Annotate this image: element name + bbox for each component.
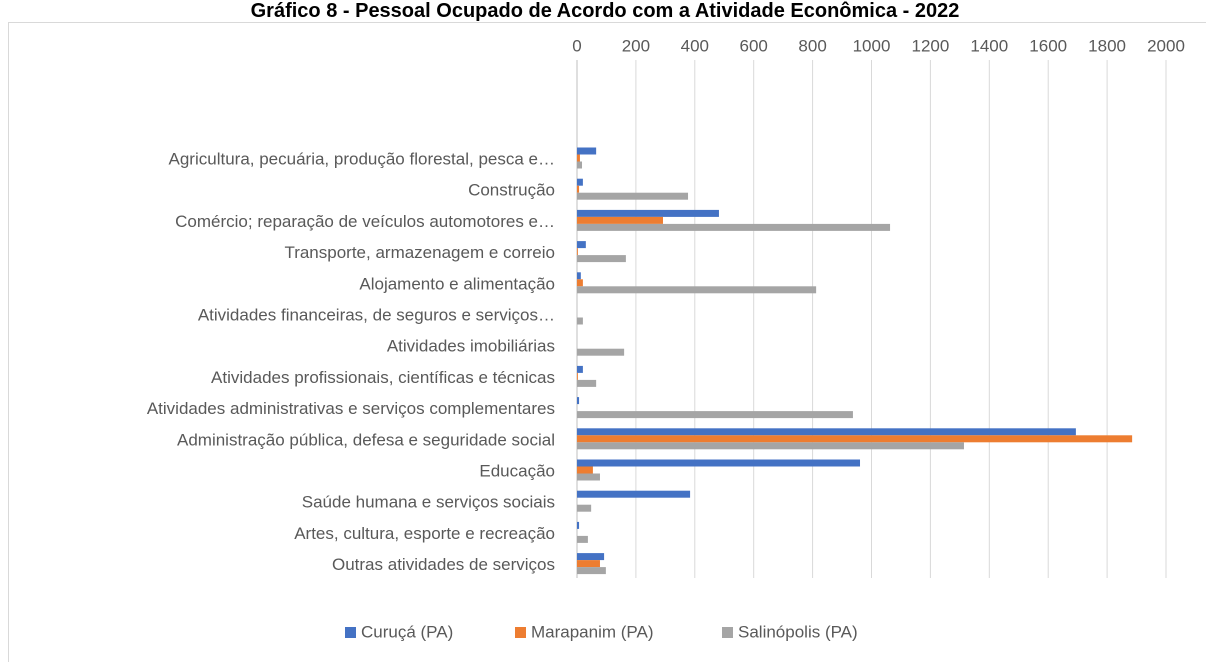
x-tick-label: 1800 bbox=[1088, 36, 1126, 55]
bar bbox=[577, 459, 861, 467]
bar bbox=[577, 466, 593, 474]
legend-label: Marapanim (PA) bbox=[531, 622, 654, 641]
bar bbox=[577, 560, 600, 568]
bar bbox=[577, 209, 719, 217]
x-tick-label: 1600 bbox=[1029, 36, 1067, 55]
y-tick-label: Atividades imobiliárias bbox=[387, 337, 555, 356]
y-tick-label: Educação bbox=[479, 461, 555, 480]
bar bbox=[577, 504, 592, 512]
bar bbox=[577, 442, 964, 450]
legend-label: Curuçá (PA) bbox=[361, 622, 453, 641]
x-tick-label: 0 bbox=[572, 36, 581, 55]
bar bbox=[577, 279, 583, 287]
bar bbox=[577, 241, 586, 249]
y-tick-label: Outras atividades de serviços bbox=[332, 555, 555, 574]
bar bbox=[577, 216, 663, 224]
legend-swatch bbox=[515, 627, 526, 638]
y-tick-label: Comércio; reparação de veículos automoto… bbox=[175, 212, 555, 231]
bar bbox=[577, 223, 891, 231]
bar bbox=[577, 185, 580, 193]
bar bbox=[577, 154, 580, 162]
y-tick-label: Transporte, armazenagem e correio bbox=[284, 243, 555, 262]
x-tick-label: 1400 bbox=[970, 36, 1008, 55]
y-tick-label: Atividades administrativas e serviços co… bbox=[147, 399, 555, 418]
y-tick-label: Artes, cultura, esporte e recreação bbox=[294, 524, 555, 543]
y-tick-label: Atividades profissionais, científicas e … bbox=[211, 368, 555, 387]
bar bbox=[577, 317, 583, 325]
y-tick-label: Alojamento e alimentação bbox=[359, 274, 555, 293]
y-tick-label: Atividades financeiras, de seguros e ser… bbox=[198, 305, 555, 324]
bar bbox=[577, 521, 580, 529]
bar bbox=[577, 567, 606, 575]
bar bbox=[577, 161, 583, 169]
bar bbox=[577, 428, 1076, 436]
x-tick-label: 800 bbox=[798, 36, 826, 55]
bar bbox=[577, 192, 689, 200]
chart-title: Gráfico 8 - Pessoal Ocupado de Acordo co… bbox=[251, 0, 960, 22]
bar bbox=[577, 248, 578, 256]
bar bbox=[577, 535, 588, 543]
x-tick-label: 200 bbox=[622, 36, 650, 55]
bar bbox=[577, 397, 580, 405]
bar bbox=[577, 255, 626, 263]
bar bbox=[577, 272, 581, 280]
x-tick-label: 1000 bbox=[853, 36, 891, 55]
bar bbox=[577, 553, 605, 561]
x-tick-label: 600 bbox=[740, 36, 768, 55]
legend-label: Salinópolis (PA) bbox=[738, 622, 858, 641]
bar bbox=[577, 147, 597, 155]
y-tick-label: Saúde humana e serviços sociais bbox=[302, 493, 555, 512]
legend-swatch bbox=[722, 627, 733, 638]
bar bbox=[577, 411, 853, 419]
bar bbox=[577, 473, 600, 481]
bar bbox=[577, 348, 625, 356]
bar bbox=[577, 435, 1133, 443]
x-tick-label: 1200 bbox=[911, 36, 949, 55]
bar bbox=[577, 379, 597, 387]
y-tick-label: Agricultura, pecuária, produção floresta… bbox=[169, 149, 555, 168]
y-tick-label: Construção bbox=[468, 181, 555, 200]
bar bbox=[577, 490, 691, 498]
bar bbox=[577, 286, 817, 294]
legend-swatch bbox=[345, 627, 356, 638]
x-tick-label: 400 bbox=[681, 36, 709, 55]
bar bbox=[577, 365, 583, 373]
bar bbox=[577, 178, 583, 186]
bar bbox=[577, 372, 578, 380]
chart-border bbox=[8, 22, 1206, 662]
y-tick-label: Administração pública, defesa e segurida… bbox=[177, 430, 555, 449]
x-tick-label: 2000 bbox=[1147, 36, 1185, 55]
